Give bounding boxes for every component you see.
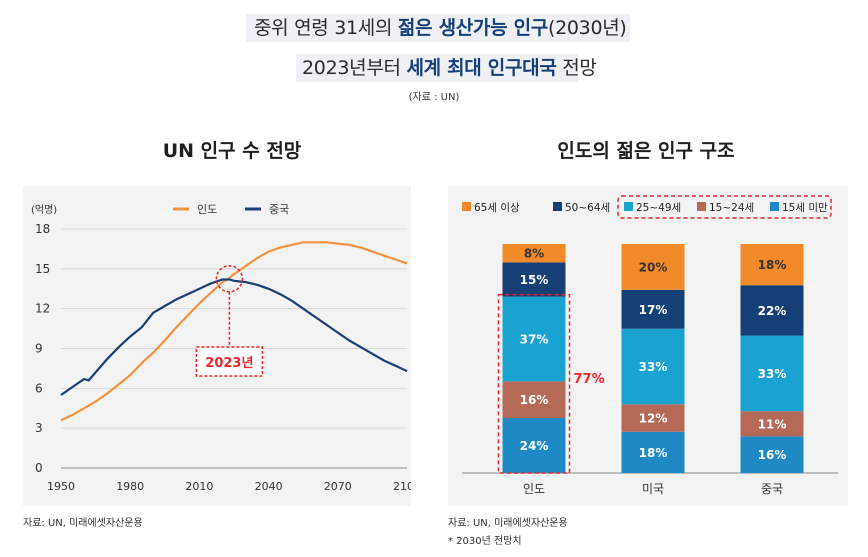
right-footer-source: 자료: UN, 미래에셋자산운용 bbox=[448, 518, 568, 529]
bar-data-label: 24% bbox=[520, 439, 549, 453]
y-tick-label: 3 bbox=[35, 421, 43, 435]
stacked-bar-chart: 65세 이상 50~64세 25~49세 15~24세 15세 미만 24% 16% 37% 1… bbox=[462, 195, 838, 496]
bar-data-label: 37% bbox=[520, 333, 549, 347]
bar-data-label: 18% bbox=[758, 258, 787, 272]
bar-data-label: 8% bbox=[524, 247, 544, 261]
header-source: (자료 : UN) bbox=[408, 92, 460, 103]
headline-1-emphasis: 젊은 생산가능 인구 bbox=[397, 17, 548, 39]
x-tick-label: 2100 bbox=[393, 480, 411, 493]
bar-segment bbox=[502, 262, 566, 297]
headline-2-text-a: 2023년부터 bbox=[302, 57, 407, 79]
headline-1-text-a: 중위 연령 31세의 bbox=[254, 17, 398, 39]
young-legend-highlight bbox=[617, 195, 832, 219]
headline-line-2: 2023년부터 세계 최대 인구대국 전망 bbox=[296, 54, 597, 82]
bar-segment bbox=[621, 404, 685, 432]
x-tick-label: 2070 bbox=[324, 480, 352, 493]
crossover-circle bbox=[215, 265, 244, 293]
category-label: 중국 bbox=[761, 482, 783, 496]
bar-segment bbox=[621, 431, 685, 473]
right-chart-title: 인도의 젊은 인구 구조 bbox=[557, 140, 735, 162]
young-share-annotation: 77% bbox=[574, 372, 605, 387]
legend-label-15~24세: 15~24세 bbox=[709, 202, 754, 214]
bar-segment bbox=[502, 381, 566, 419]
bar-data-label: 16% bbox=[520, 393, 549, 407]
bar-segment bbox=[740, 411, 804, 437]
left-chart-title: UN 인구 수 전망 bbox=[162, 140, 302, 162]
bar-segment bbox=[621, 289, 685, 329]
legend-swatch-50~64세 bbox=[553, 202, 562, 211]
left-footer-source: 자료: UN, 미래에셋자산운용 bbox=[23, 518, 143, 529]
bar-data-label: 33% bbox=[758, 367, 787, 381]
y-unit-label: (억명) bbox=[31, 204, 57, 216]
right-footer-note: * 2030년 전망치 bbox=[448, 536, 522, 547]
bar-segment bbox=[740, 436, 804, 473]
legend-label-25~49세: 25~49세 bbox=[636, 202, 681, 214]
x-tick-label: 1950 bbox=[47, 480, 75, 493]
legend-swatch-15세 미만 bbox=[770, 202, 779, 211]
legend-label-중국: 중국 bbox=[269, 203, 289, 216]
bar-segment bbox=[621, 328, 685, 405]
headline-line-1: 중위 연령 31세의 젊은 생산가능 인구(2030년) bbox=[246, 14, 630, 42]
y-tick-label: 15 bbox=[35, 262, 50, 276]
legend-swatch-65세 이상 bbox=[462, 202, 471, 211]
x-tick-label: 1980 bbox=[116, 480, 144, 493]
bar-segment bbox=[740, 244, 804, 286]
y-tick-label: 9 bbox=[35, 342, 43, 356]
y-tick-label: 0 bbox=[35, 461, 43, 475]
line-chart-panel: (억명) 0 3 6 9 12 15 18 1950 1980 2010 2040 2070 2100 인도… bbox=[23, 186, 421, 506]
bar-data-label: 18% bbox=[639, 446, 668, 460]
x-tick-label: 2040 bbox=[255, 480, 283, 493]
headline-2-text-b: 전망 bbox=[556, 57, 597, 79]
bar-segment bbox=[502, 244, 566, 263]
bar-data-label: 33% bbox=[639, 360, 668, 374]
young-share-highlight bbox=[497, 293, 571, 474]
annotation-label: 2023년 bbox=[205, 356, 253, 371]
series-line-중국 bbox=[60, 278, 408, 396]
headline-1-text-b: (2030년) bbox=[547, 17, 627, 39]
bar-data-label: 22% bbox=[758, 304, 787, 318]
legend-label-50~64세: 50~64세 bbox=[565, 202, 610, 214]
series-line-인도 bbox=[60, 241, 408, 422]
legend-label-15세 미만: 15세 미만 bbox=[782, 202, 828, 214]
bar-chart-panel: 65세 이상 50~64세 25~49세 15~24세 15세 미만 24% 16% 37% 1… bbox=[448, 186, 848, 506]
bar-data-label: 20% bbox=[639, 260, 668, 274]
y-tick-label: 18 bbox=[35, 222, 50, 236]
bar-segment bbox=[740, 285, 804, 336]
y-tick-label: 12 bbox=[35, 302, 50, 316]
bar-segment bbox=[621, 244, 685, 290]
bar-data-label: 11% bbox=[758, 417, 787, 431]
category-label: 미국 bbox=[642, 482, 664, 496]
category-label: 인도 bbox=[523, 482, 545, 496]
bar-segment bbox=[502, 296, 566, 382]
bar-data-label: 12% bbox=[639, 412, 668, 426]
bar-data-label: 16% bbox=[758, 448, 787, 462]
bar-segment bbox=[740, 335, 804, 412]
line-chart: (억명) 0 3 6 9 12 15 18 1950 1980 2010 2040 2070 2100 인도… bbox=[31, 203, 421, 493]
legend-swatch-15~24세 bbox=[697, 202, 706, 211]
x-tick-label: 2010 bbox=[185, 480, 213, 493]
annotation-box bbox=[195, 346, 264, 377]
legend-label-65세 이상: 65세 이상 bbox=[474, 202, 520, 214]
bar-data-label: 17% bbox=[639, 303, 668, 317]
headline-2-emphasis: 세계 최대 인구대국 bbox=[406, 57, 557, 79]
legend-swatch-25~49세 bbox=[624, 202, 633, 211]
y-tick-label: 6 bbox=[35, 381, 43, 395]
legend-label-인도: 인도 bbox=[197, 203, 217, 216]
bar-data-label: 15% bbox=[520, 273, 549, 287]
bar-segment bbox=[502, 418, 566, 473]
